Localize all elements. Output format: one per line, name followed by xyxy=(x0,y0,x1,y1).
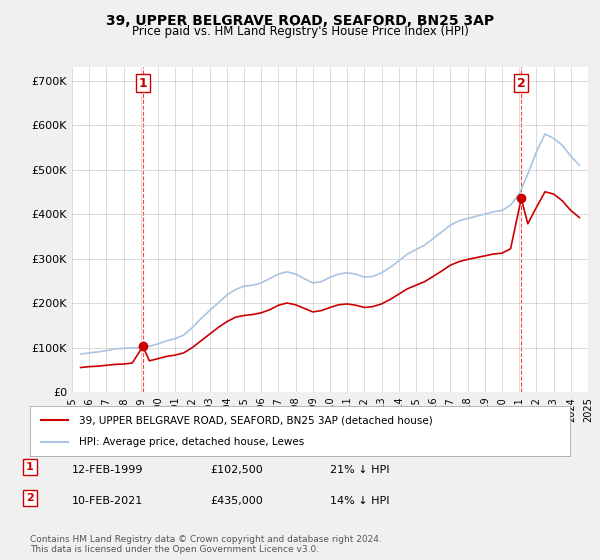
Text: 2: 2 xyxy=(26,493,34,503)
Text: 2: 2 xyxy=(517,77,526,90)
Text: 39, UPPER BELGRAVE ROAD, SEAFORD, BN25 3AP: 39, UPPER BELGRAVE ROAD, SEAFORD, BN25 3… xyxy=(106,14,494,28)
Text: 21% ↓ HPI: 21% ↓ HPI xyxy=(330,465,389,475)
Text: 10-FEB-2021: 10-FEB-2021 xyxy=(72,496,143,506)
Text: HPI: Average price, detached house, Lewes: HPI: Average price, detached house, Lewe… xyxy=(79,437,304,447)
Text: £102,500: £102,500 xyxy=(210,465,263,475)
Text: 1: 1 xyxy=(139,77,147,90)
Text: Price paid vs. HM Land Registry's House Price Index (HPI): Price paid vs. HM Land Registry's House … xyxy=(131,25,469,38)
Text: 12-FEB-1999: 12-FEB-1999 xyxy=(72,465,143,475)
Text: 14% ↓ HPI: 14% ↓ HPI xyxy=(330,496,389,506)
Text: Contains HM Land Registry data © Crown copyright and database right 2024.
This d: Contains HM Land Registry data © Crown c… xyxy=(30,535,382,554)
Text: 1: 1 xyxy=(26,462,34,472)
Text: 39, UPPER BELGRAVE ROAD, SEAFORD, BN25 3AP (detached house): 39, UPPER BELGRAVE ROAD, SEAFORD, BN25 3… xyxy=(79,415,433,425)
Text: £435,000: £435,000 xyxy=(210,496,263,506)
